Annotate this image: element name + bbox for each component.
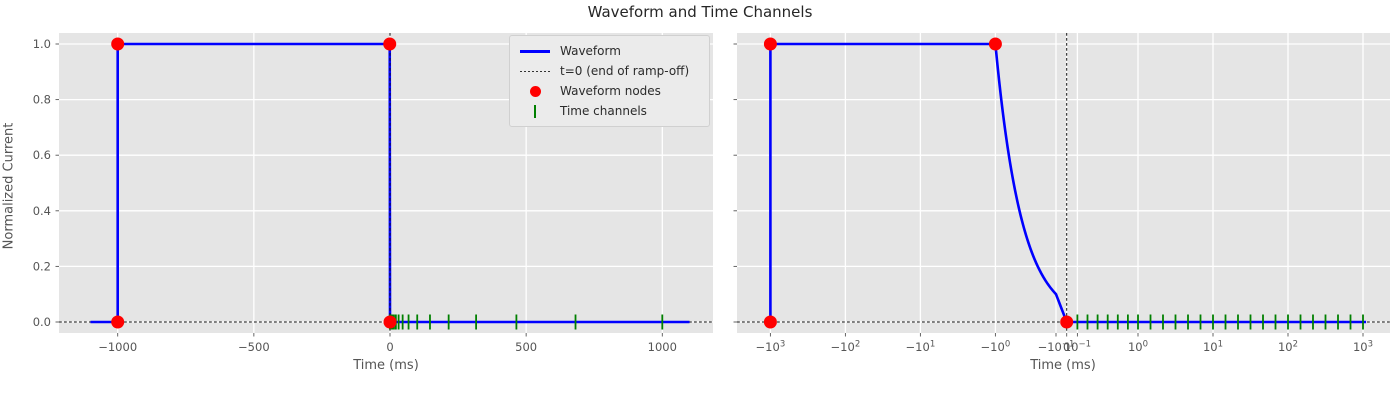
x-tick-label: 0 <box>1063 340 1070 354</box>
legend-item-waveform: Waveform <box>518 41 703 61</box>
time-channel-icon <box>518 104 552 118</box>
legend-label: Waveform nodes <box>560 84 661 98</box>
y-tick-label: 0.8 <box>33 93 51 107</box>
waveform-node <box>111 315 125 329</box>
x-tick-label: −102 <box>831 340 861 355</box>
y-tick-label: 0.2 <box>33 259 51 273</box>
x-tick-label: −500 <box>238 340 270 354</box>
x-axis-label-left: Time (ms) <box>353 358 419 373</box>
x-tick-label: −100 <box>981 340 1011 355</box>
waveform-node <box>763 37 777 51</box>
legend-label: Time channels <box>560 104 647 118</box>
legend-label: t=0 (end of ramp-off) <box>560 64 690 78</box>
t0-dashed-line-icon <box>518 70 552 72</box>
x-tick-label: 10−1 <box>1064 340 1091 355</box>
x-tick-label: 0 <box>386 340 393 354</box>
legend: Waveform t=0 (end of ramp-off) Waveform … <box>509 35 710 127</box>
x-axis-label-right: Time (ms) <box>1030 358 1096 373</box>
y-tick-label: 0.4 <box>33 204 51 218</box>
legend-label: Waveform <box>560 44 621 58</box>
x-tick-label: −10−1 <box>1038 340 1075 355</box>
waveform-node <box>383 37 397 51</box>
x-tick-label: 1000 <box>648 340 677 354</box>
plot-background <box>737 33 1390 333</box>
waveform-node <box>988 37 1002 51</box>
y-tick-label: 1.0 <box>33 37 51 51</box>
y-tick-label: 0.6 <box>33 148 51 162</box>
waveform-node <box>111 37 125 51</box>
waveform-node <box>763 315 777 329</box>
chart-title: Waveform and Time Channels <box>587 3 813 21</box>
x-tick-label: 101 <box>1203 340 1223 355</box>
waveform-node <box>1060 315 1074 329</box>
x-tick-label: 100 <box>1128 340 1148 355</box>
y-tick-label: 0.0 <box>33 315 51 329</box>
x-tick-label: −1000 <box>98 340 137 354</box>
waveform-node <box>383 315 397 329</box>
x-tick-label: 103 <box>1353 340 1373 355</box>
legend-item-nodes: Waveform nodes <box>518 81 703 101</box>
x-tick-label: −103 <box>756 340 786 355</box>
x-tick-label: 102 <box>1278 340 1298 355</box>
legend-item-channels: Time channels <box>518 101 703 121</box>
waveform-node-icon <box>518 85 552 97</box>
y-axis-label: Normalized Current <box>1 122 17 250</box>
x-tick-label: −101 <box>906 340 936 355</box>
waveform-line-icon <box>518 49 552 53</box>
x-tick-label: 500 <box>515 340 537 354</box>
legend-item-t0: t=0 (end of ramp-off) <box>518 61 703 81</box>
